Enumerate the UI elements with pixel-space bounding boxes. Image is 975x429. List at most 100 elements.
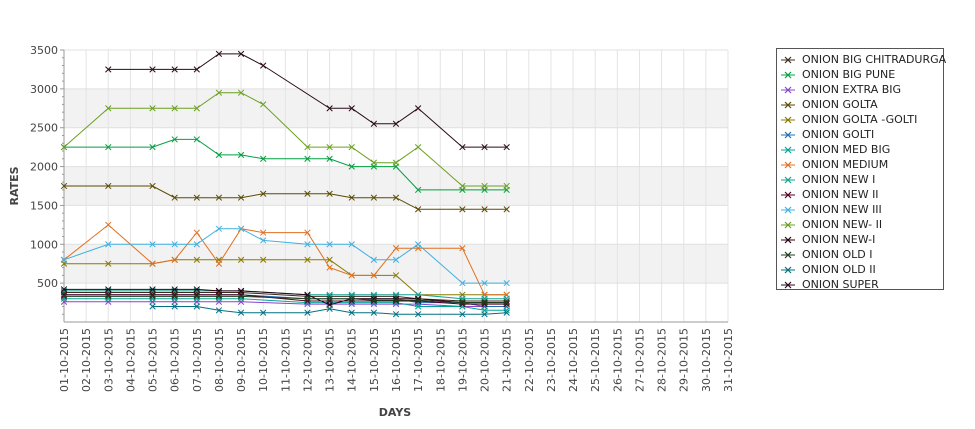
data-point: [414, 186, 422, 194]
legend-marker-icon: [781, 176, 795, 183]
data-point: [326, 143, 333, 151]
data-point: [260, 256, 267, 263]
legend-item: ONION EXTRA BIG: [777, 82, 943, 97]
y-tick-label: 2000: [30, 161, 58, 174]
legend-item: ONION NEW I: [777, 172, 943, 187]
data-point: [60, 293, 68, 300]
data-point: [392, 194, 400, 201]
x-tick-label: 31-10-2015: [722, 328, 735, 392]
legend-label: ONION BIG PUNE: [802, 68, 896, 81]
data-point: [60, 286, 68, 293]
legend-label: ONION OLD II: [802, 263, 876, 276]
data-point: [171, 286, 178, 293]
x-tick-label: 26-10-2015: [611, 328, 624, 392]
data-point: [326, 190, 333, 197]
data-point: [260, 237, 267, 244]
data-point: [392, 245, 400, 252]
data-point: [149, 66, 156, 73]
data-point: [260, 309, 267, 316]
data-point: [326, 305, 333, 312]
legend-marker-icon: [781, 251, 795, 258]
data-point: [215, 287, 223, 295]
data-point: [503, 279, 510, 287]
data-point: [503, 307, 510, 314]
data-point: [105, 143, 112, 151]
y-tick-label: 3000: [30, 83, 58, 96]
data-point: [237, 293, 245, 300]
legend-label: ONION OLD I: [802, 248, 873, 261]
series-line: [64, 288, 507, 306]
data-point: [370, 309, 378, 316]
data-point: [326, 241, 333, 248]
x-tick-label: 05-10-2015: [147, 328, 160, 392]
x-tick-label: 30-10-2015: [700, 328, 713, 392]
data-point: [171, 303, 178, 310]
legend-marker-icon: [781, 161, 795, 168]
data-point: [414, 143, 422, 151]
data-point: [304, 229, 311, 236]
legend-item: ONION NEW- II: [777, 217, 943, 232]
legend-item: ONION BIG PUNE: [777, 67, 943, 82]
data-point: [171, 66, 178, 73]
data-point: [171, 256, 178, 263]
x-tick-label: 17-10-2015: [412, 328, 425, 392]
x-tick-label: 03-10-2015: [102, 328, 115, 392]
data-point: [459, 299, 466, 306]
x-tick-label: 25-10-2015: [589, 328, 602, 392]
data-point: [370, 272, 378, 279]
legend-marker-icon: [781, 56, 795, 63]
x-tick-label: 07-10-2015: [191, 328, 204, 392]
data-point: [105, 221, 112, 229]
x-tick-label: 13-10-2015: [324, 328, 337, 392]
data-point: [193, 229, 200, 236]
data-point: [503, 143, 510, 151]
data-point: [215, 194, 223, 201]
legend-item: ONION GOLTI: [777, 127, 943, 142]
legend-marker-icon: [781, 131, 795, 138]
data-point: [392, 159, 400, 166]
legend-item: ONION OLD II: [777, 262, 943, 277]
data-point: [237, 194, 245, 201]
data-point: [171, 194, 178, 201]
data-point: [193, 105, 200, 112]
data-point: [193, 303, 200, 310]
data-point: [392, 120, 400, 127]
data-point: [237, 287, 245, 295]
data-point: [260, 155, 267, 162]
series-line: [64, 292, 507, 302]
legend-item: ONION NEW II: [777, 187, 943, 202]
series-line: [64, 298, 507, 311]
x-tick-label: 14-10-2015: [346, 328, 359, 392]
legend-marker-icon: [781, 71, 795, 78]
x-tick-label: 02-10-2015: [80, 328, 93, 392]
data-point: [215, 307, 223, 314]
series-onion-new-iii: [60, 225, 510, 287]
tick-labels: 500 1000 1500 2000 2500 3000 3500 01-10-2015 02-…: [30, 44, 735, 392]
data-point: [149, 260, 156, 267]
data-point: [171, 136, 178, 143]
data-point: [503, 309, 510, 316]
x-tick-label: 10-10-2015: [257, 328, 270, 392]
legend-marker-icon: [781, 146, 795, 153]
data-point: [215, 50, 223, 58]
data-point: [260, 190, 267, 197]
data-point: [459, 279, 466, 287]
data-point: [260, 229, 267, 236]
data-point: [348, 241, 355, 248]
data-point: [237, 256, 245, 263]
data-point: [149, 293, 156, 300]
data-point: [348, 143, 355, 151]
legend-marker-icon: [781, 206, 795, 213]
legend-label: ONION EXTRA BIG: [802, 83, 902, 96]
data-point: [503, 182, 510, 190]
y-axis-title: RATES: [8, 166, 21, 205]
data-point: [60, 256, 68, 263]
data-point: [370, 120, 378, 127]
data-point: [193, 256, 200, 263]
data-point: [193, 66, 200, 73]
x-tick-label: 08-10-2015: [213, 328, 226, 392]
data-point: [348, 105, 355, 112]
data-point: [304, 309, 311, 316]
legend: ONION BIG CHITRADURGA ONION BIG PUNE ONION…: [776, 48, 946, 291]
